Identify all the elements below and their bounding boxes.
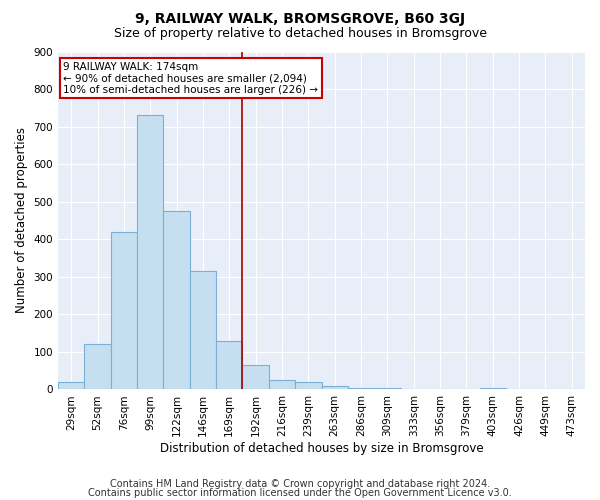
Bar	[242, 365, 269, 390]
Bar	[479, 388, 506, 390]
Bar	[322, 386, 348, 390]
Text: Contains public sector information licensed under the Open Government Licence v3: Contains public sector information licen…	[88, 488, 512, 498]
Bar	[374, 388, 401, 390]
Text: 9 RAILWAY WALK: 174sqm
← 90% of detached houses are smaller (2,094)
10% of semi-: 9 RAILWAY WALK: 174sqm ← 90% of detached…	[64, 62, 319, 95]
Bar	[269, 380, 295, 390]
Bar	[58, 382, 85, 390]
Bar	[348, 388, 374, 390]
Bar	[190, 271, 216, 390]
X-axis label: Distribution of detached houses by size in Bromsgrove: Distribution of detached houses by size …	[160, 442, 484, 455]
Bar	[163, 211, 190, 390]
Bar	[137, 116, 163, 390]
Y-axis label: Number of detached properties: Number of detached properties	[15, 128, 28, 314]
Bar	[216, 340, 242, 390]
Bar	[111, 232, 137, 390]
Bar	[85, 344, 111, 390]
Text: Size of property relative to detached houses in Bromsgrove: Size of property relative to detached ho…	[113, 28, 487, 40]
Bar	[295, 382, 322, 390]
Text: 9, RAILWAY WALK, BROMSGROVE, B60 3GJ: 9, RAILWAY WALK, BROMSGROVE, B60 3GJ	[135, 12, 465, 26]
Text: Contains HM Land Registry data © Crown copyright and database right 2024.: Contains HM Land Registry data © Crown c…	[110, 479, 490, 489]
